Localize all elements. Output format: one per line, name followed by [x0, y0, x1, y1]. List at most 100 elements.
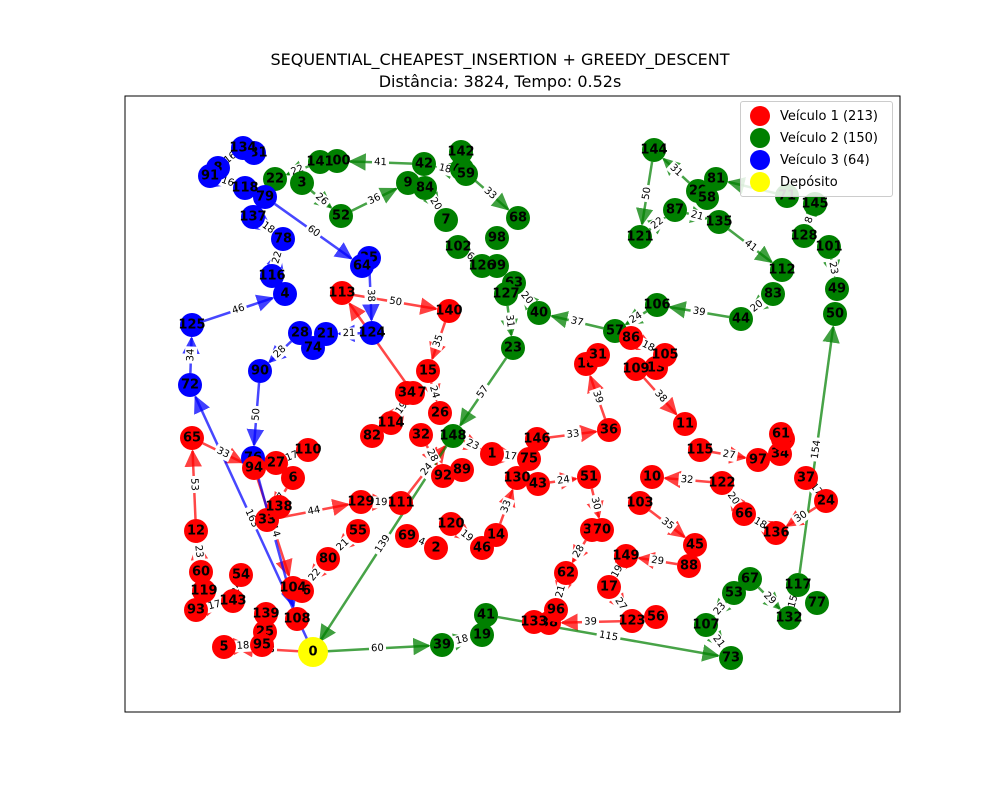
customer-node: 32 [409, 423, 433, 447]
node-label: 11 [676, 417, 694, 432]
customer-node: 138 [265, 495, 293, 519]
edge-weight-background [740, 236, 761, 256]
customer-node: 44 [729, 307, 753, 331]
node-label: 106 [643, 298, 670, 313]
node-label: 52 [332, 209, 350, 224]
node-marker [786, 573, 810, 597]
node-label: 41 [477, 608, 495, 623]
customer-node: 56 [644, 605, 668, 629]
nodes-layer: 0123456789101112131415161718192021222324… [178, 136, 849, 670]
edge-weight-background [212, 443, 234, 463]
edge-weight-label: 29 [648, 553, 667, 569]
edge-weight-background [790, 507, 812, 527]
edge-weight-text: 23 [826, 261, 839, 276]
customer-node: 19 [470, 623, 494, 647]
node-marker [710, 471, 734, 495]
edge-weight-label: 31 [665, 160, 687, 181]
edge-weight-label: 115 [595, 628, 622, 645]
node-marker [554, 561, 578, 585]
edge-weight-background [364, 286, 377, 305]
edge-weight-background [249, 405, 264, 424]
node-label: 114 [377, 416, 404, 431]
edge-weight-background [191, 542, 206, 561]
customer-node: 126 [468, 254, 496, 278]
node-label: 126 [468, 259, 495, 274]
node-label: 134 [229, 141, 256, 156]
node-marker [273, 282, 297, 306]
node-label: 96 [547, 603, 565, 618]
node-label: 68 [509, 211, 527, 226]
edge-weight-label: 36 [364, 190, 385, 209]
edge-weight-text: 33 [566, 428, 580, 440]
node-label: 124 [358, 326, 385, 341]
edge-weight-text: 22 [270, 250, 284, 265]
node-marker [450, 458, 474, 482]
edge-weight-background [340, 327, 358, 340]
node-label: 128 [790, 229, 817, 244]
customer-node: 116 [258, 264, 286, 288]
edge-weight-background [746, 296, 768, 317]
customer-node: 128 [790, 224, 818, 248]
customer-node: 92 [431, 464, 455, 488]
customer-node: 81 [704, 167, 728, 191]
edge-weight-text: 18 [236, 640, 249, 652]
legend-marker-depot [750, 172, 770, 192]
node-marker [695, 186, 719, 210]
node-label: 143 [219, 594, 246, 609]
customer-node: 66 [732, 502, 756, 526]
customer-node: 37 [794, 466, 818, 490]
customer-node: 46 [470, 536, 494, 560]
customer-node: 127 [492, 282, 520, 306]
edge-weight-label: 28 [569, 541, 589, 562]
chart-title: SEQUENTIAL_CHEAPEST_INSERTION + GREEDY_D… [270, 50, 730, 69]
node-marker [470, 254, 494, 278]
node-label: 55 [349, 524, 367, 539]
edge-weight-label: 30 [587, 493, 604, 514]
edge-weight-text: 19 [374, 497, 387, 508]
node-marker [640, 465, 664, 489]
legend-label-vehicle-1: Veículo 1 (213) [780, 108, 878, 124]
customer-node: 146 [523, 427, 551, 451]
customer-node: 5 [212, 635, 236, 659]
customer-node: 65 [180, 426, 204, 450]
node-marker [506, 206, 530, 230]
customer-node: 112 [768, 258, 796, 282]
customer-node: 143 [219, 589, 247, 613]
node-marker [770, 258, 794, 282]
node-label: 81 [707, 172, 725, 187]
customer-node: 40 [527, 301, 551, 325]
edge-weight-label: 19 [456, 526, 477, 546]
node-label: 104 [279, 581, 306, 596]
customer-node: 64 [350, 254, 374, 278]
edge-weight-background [303, 221, 324, 242]
customer-node: 36 [597, 418, 621, 442]
node-marker [212, 635, 236, 659]
edge-weight-label: 18 [452, 632, 472, 648]
node-marker [688, 438, 712, 462]
edge-weight-label: 18 [435, 161, 455, 177]
node-marker [619, 326, 643, 350]
node-label: 0 [308, 645, 317, 660]
edge-weight-text: 24 [556, 474, 570, 487]
edge-weight-label: 31 [502, 311, 517, 331]
node-marker [281, 466, 305, 490]
customer-node: 24 [814, 489, 838, 513]
edge-weight-text: 21 [689, 209, 704, 223]
legend-marker-vehicle-2 [750, 128, 770, 148]
customer-node: 23 [501, 336, 525, 360]
customer-node: 22 [263, 167, 287, 191]
node-label: 7 [441, 213, 450, 228]
node-label: 127 [492, 287, 519, 302]
customer-node: 136 [762, 521, 790, 545]
node-label: 75 [520, 452, 538, 467]
node-marker [673, 412, 697, 436]
customer-node: 132 [775, 606, 803, 630]
edge-weight-label: 44 [304, 503, 324, 519]
node-label: 97 [749, 453, 767, 468]
customer-node: 148 [439, 424, 467, 448]
edge-weight-text: 115 [598, 629, 619, 643]
edge-weight-background [687, 207, 707, 225]
customer-node: 42 [412, 152, 436, 176]
edge-weight-background [665, 160, 687, 181]
